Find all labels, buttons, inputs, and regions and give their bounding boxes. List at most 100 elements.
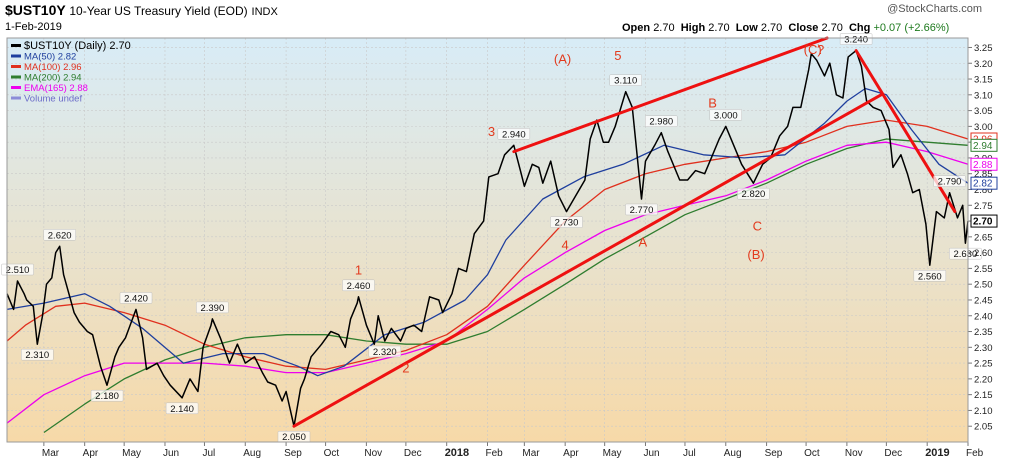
price-label: 2.050 (282, 432, 306, 443)
legend-swatch (11, 54, 21, 58)
x-tick-label: Aug (243, 448, 261, 459)
ohlc-readout: Open 2.70 High 2.70 Low 2.70 Close 2.70 … (622, 22, 949, 34)
y-tick-label: 2.75 (974, 201, 993, 212)
x-tick-label: Sep (284, 448, 302, 459)
wave-label: (C) (804, 42, 822, 57)
price-label-box (119, 292, 153, 304)
y-tick-label: 2.45 (974, 295, 993, 306)
x-tick-label: Apr (83, 448, 99, 459)
wave-label: A (639, 234, 648, 249)
legend-label: MA(100) 2.96 (24, 62, 82, 73)
trendline (512, 36, 829, 154)
x-tick-label: 2019 (925, 447, 949, 459)
y-tick-label: 3.15 (974, 75, 993, 86)
y-tick-label: 2.30 (974, 343, 993, 354)
current-value-label: 2.88 (973, 160, 993, 171)
legend-label: MA(200) 2.94 (24, 73, 82, 84)
x-tick-label: May (603, 448, 622, 459)
price-label: 3.240 (844, 35, 868, 46)
legend-label: $UST10Y (Daily) 2.70 (24, 40, 131, 52)
y-tick-label: 2.25 (974, 359, 993, 370)
wave-label: 1 (355, 263, 362, 278)
price-label-box (609, 74, 642, 86)
y-tick-label: 2.10 (974, 406, 993, 417)
price-label-box (550, 216, 583, 228)
x-tick-label: May (122, 448, 141, 459)
trendline (292, 93, 883, 428)
symbol: $UST10Y (5, 2, 66, 18)
close-label: Close (788, 22, 819, 34)
y-tick-label: 2.65 (974, 232, 993, 243)
chg-label: Chg (848, 22, 871, 34)
legend-swatch (11, 44, 21, 47)
series-ma200-line (43, 138, 969, 434)
high-value: 2.70 (708, 22, 730, 34)
price-label-box (21, 348, 54, 361)
series-ema165-line (6, 141, 969, 424)
price-label-box (839, 33, 873, 45)
high-label: High (680, 22, 706, 34)
y-tick-label: 2.40 (974, 311, 993, 322)
wave-label: 2 (402, 361, 409, 376)
watermark: @StockCharts.com (887, 3, 982, 15)
x-tick-label: Mar (42, 448, 60, 459)
y-tick-label: 2.60 (974, 248, 993, 259)
series-layer (6, 49, 969, 434)
price-label-box (737, 187, 770, 200)
legend-swatch (11, 75, 21, 79)
y-tick-label: 2.15 (974, 390, 993, 401)
exchange: INDX (251, 6, 278, 18)
close-value: 2.70 (821, 22, 843, 34)
x-tick-label: Apr (563, 448, 579, 459)
y-tick-label: 3.20 (974, 59, 993, 70)
x-tick-label: Feb (966, 448, 984, 459)
wave-label: B (708, 95, 717, 110)
wave-label: (B) (747, 247, 764, 262)
wave-label: 3 (488, 124, 495, 139)
current-value-label: 2.94 (973, 141, 993, 152)
price-label-box (933, 175, 966, 187)
current-value-box (970, 138, 998, 152)
current-value-box (970, 214, 998, 228)
x-tick-label: 2018 (445, 447, 469, 459)
price-label-box (165, 402, 199, 415)
x-tick-label: Nov (845, 448, 863, 459)
x-tick-label: Jun (163, 448, 179, 459)
price-label-box (1, 263, 34, 276)
legend-swatch (11, 86, 21, 89)
wave-label: (A) (554, 51, 571, 66)
price-label: 2.140 (170, 404, 194, 415)
x-tick-label: Mar (522, 448, 540, 459)
x-tick-label: Jul (202, 448, 215, 459)
title-text: 10-Year US Treasury Yield (EOD) (69, 4, 248, 18)
price-label-box (43, 229, 76, 241)
price-label: 3.110 (614, 76, 637, 87)
y-tick-label: 2.50 (974, 280, 993, 291)
price-label: 2.620 (48, 230, 72, 241)
price-label: 2.510 (6, 265, 30, 276)
price-label: 2.730 (555, 218, 579, 229)
price-label-box (368, 345, 402, 358)
wave-label: C (753, 219, 762, 234)
price-label: 2.770 (630, 205, 654, 216)
y-tick-label: 2.35 (974, 327, 993, 338)
price-label-box (625, 203, 658, 216)
open-label: Open (622, 22, 651, 34)
legend-swatch (11, 96, 21, 100)
y-tick-label: 3.10 (974, 90, 993, 101)
x-tick-label: Oct (804, 448, 820, 459)
price-label: 2.940 (502, 129, 526, 140)
x-tick-label: Jul (683, 448, 696, 459)
price-label: 2.790 (938, 177, 962, 188)
price-label: 2.460 (347, 281, 371, 292)
y-tick-label: 3.05 (974, 106, 993, 117)
price-label: 2.560 (918, 271, 942, 282)
price-label: 2.390 (200, 303, 224, 314)
current-value-label: 2.82 (973, 179, 993, 190)
legend-label: Volume undef (24, 94, 82, 105)
price-label-box (497, 128, 531, 140)
y-tick-label: 3.25 (974, 43, 993, 54)
price-label: 2.420 (124, 293, 148, 304)
